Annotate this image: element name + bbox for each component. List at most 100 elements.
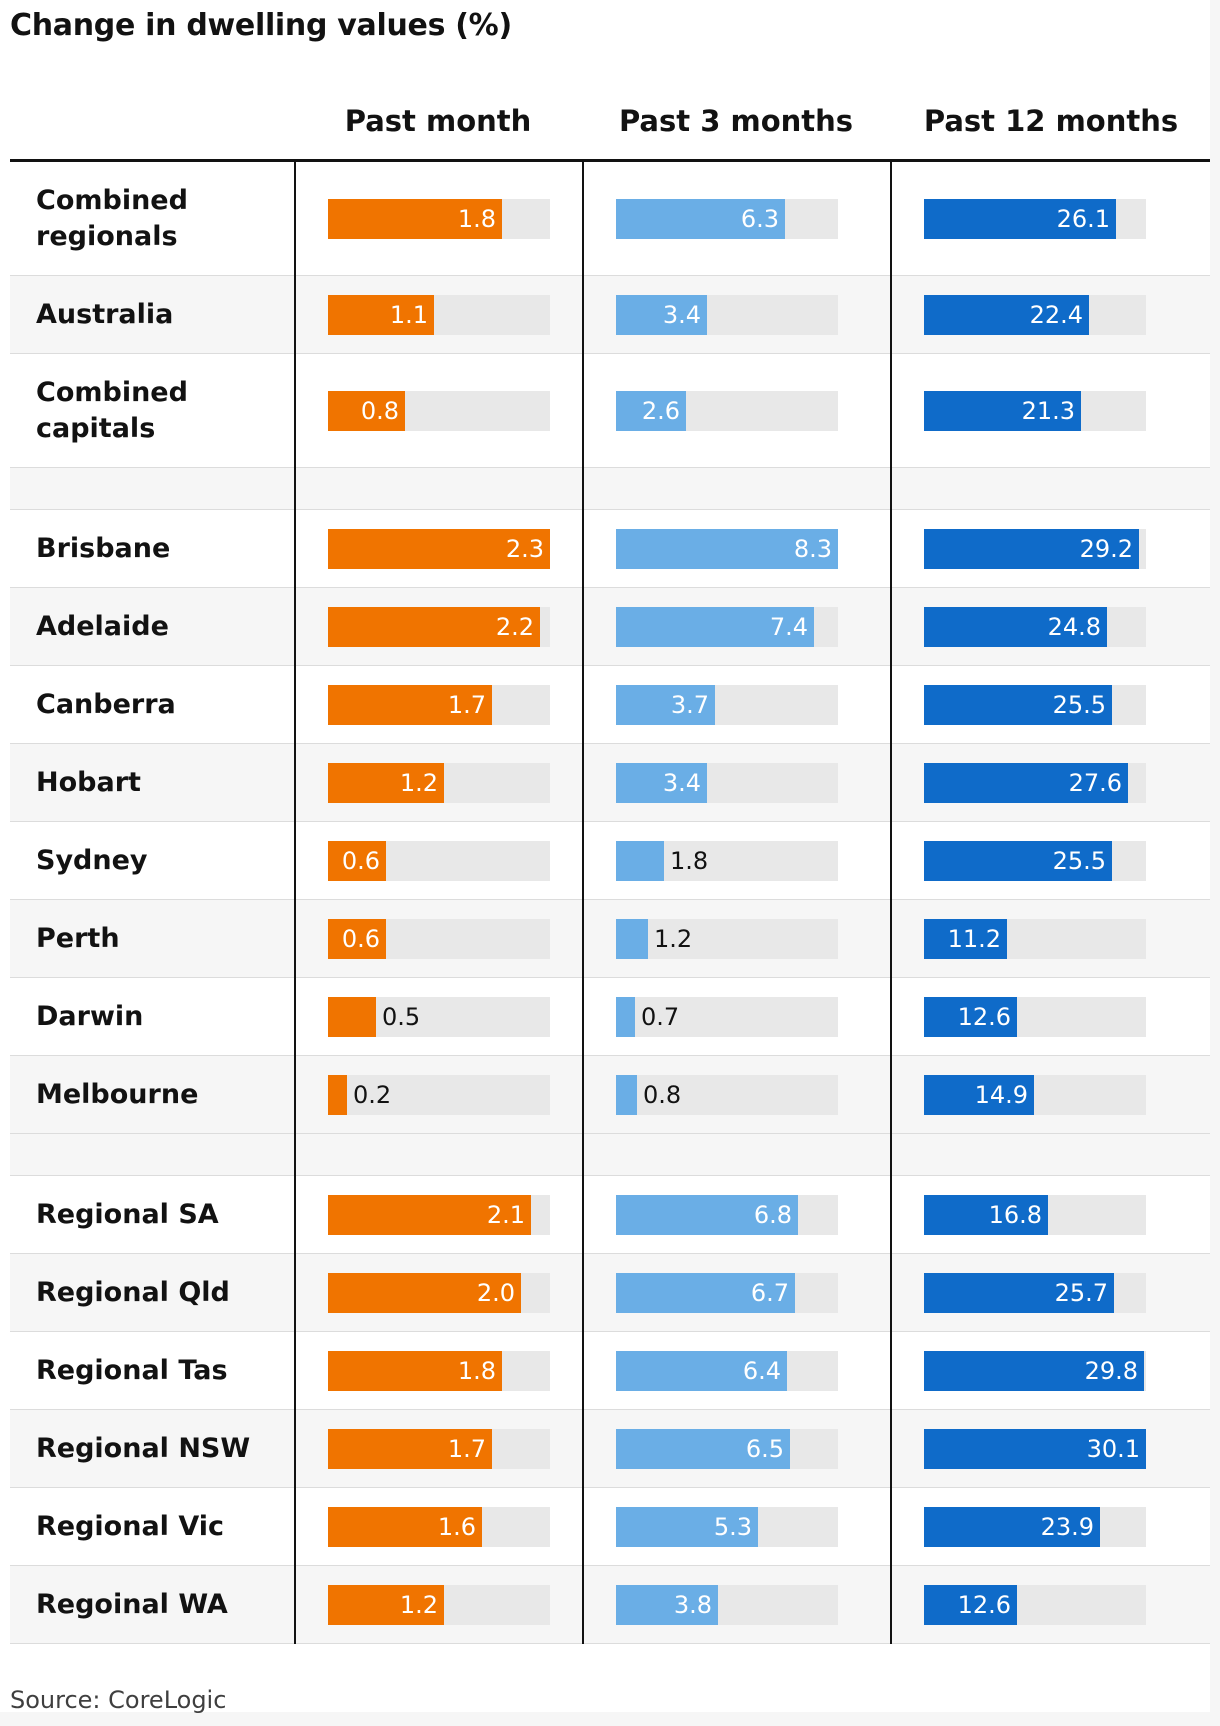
data-label: 1.2 bbox=[399, 1591, 438, 1619]
bar-track: 1.2 bbox=[328, 1585, 550, 1625]
bar-track: 2.6 bbox=[616, 391, 838, 431]
bar bbox=[924, 199, 1116, 239]
data-label: 1.7 bbox=[447, 1435, 486, 1463]
row-label: Regoinal WA bbox=[36, 1588, 228, 1620]
bar bbox=[924, 1273, 1114, 1313]
row-label: Hobart bbox=[36, 766, 141, 798]
bar bbox=[328, 529, 550, 569]
row-label: Perth bbox=[36, 922, 120, 954]
bar-track: 25.5 bbox=[924, 685, 1146, 725]
bar bbox=[616, 1351, 787, 1391]
bar-track: 25.5 bbox=[924, 841, 1146, 881]
table-row: Regional Qld 2.0 6.7 25.7 bbox=[10, 1254, 1210, 1332]
data-label: 1.8 bbox=[457, 205, 496, 233]
data-label: 1.2 bbox=[654, 925, 693, 953]
column-header-1: Past month bbox=[344, 104, 532, 138]
bar bbox=[924, 763, 1128, 803]
bar bbox=[328, 1195, 531, 1235]
bar-track: 6.3 bbox=[616, 199, 838, 239]
bar-track: 2.2 bbox=[328, 607, 550, 647]
bar bbox=[616, 529, 838, 569]
table-row: Regoinal WA 1.2 3.8 12.6 bbox=[10, 1566, 1210, 1644]
bar-track: 0.6 bbox=[328, 841, 550, 881]
bar bbox=[924, 607, 1107, 647]
data-label: 29.8 bbox=[1084, 1357, 1138, 1385]
bar bbox=[328, 1585, 444, 1625]
row-label: Regional SA bbox=[36, 1198, 219, 1230]
bar-track: 3.8 bbox=[616, 1585, 838, 1625]
data-label: 2.0 bbox=[476, 1279, 515, 1307]
column-divider bbox=[294, 162, 296, 1644]
table-row: Perth 0.6 1.2 11.2 bbox=[10, 900, 1210, 978]
data-label: 0.8 bbox=[360, 397, 399, 425]
bar-track: 12.6 bbox=[924, 997, 1146, 1037]
data-label: 6.3 bbox=[740, 205, 779, 233]
bar bbox=[328, 1429, 492, 1469]
bar bbox=[616, 841, 664, 881]
bar-track: 1.7 bbox=[328, 685, 550, 725]
bar-track: 0.8 bbox=[616, 1075, 838, 1115]
bar bbox=[616, 295, 707, 335]
data-label: 1.2 bbox=[399, 769, 438, 797]
header-rule bbox=[10, 159, 1210, 162]
source-note: Source: CoreLogic bbox=[10, 1686, 227, 1714]
group-spacer bbox=[10, 468, 1210, 510]
bar-track: 25.7 bbox=[924, 1273, 1146, 1313]
group-spacer bbox=[10, 1134, 1210, 1176]
data-label: 0.8 bbox=[643, 1081, 682, 1109]
bar-track: 23.9 bbox=[924, 1507, 1146, 1547]
bar bbox=[328, 685, 492, 725]
data-label: 3.4 bbox=[662, 301, 701, 329]
table-row: Combined capitals 0.8 2.6 21.3 bbox=[10, 354, 1210, 468]
data-label: 0.2 bbox=[353, 1081, 392, 1109]
row-label: Regional Qld bbox=[36, 1276, 230, 1308]
data-label: 1.1 bbox=[389, 301, 428, 329]
column-header-2: Past 3 months bbox=[618, 104, 854, 138]
bar-track: 30.1 bbox=[924, 1429, 1146, 1469]
bar-track: 12.6 bbox=[924, 1585, 1146, 1625]
bar bbox=[924, 841, 1112, 881]
data-label: 29.2 bbox=[1079, 535, 1133, 563]
bar bbox=[328, 763, 444, 803]
bar-track: 1.1 bbox=[328, 295, 550, 335]
bar-track: 3.7 bbox=[616, 685, 838, 725]
data-label: 11.2 bbox=[947, 925, 1001, 953]
bar-track: 1.8 bbox=[328, 199, 550, 239]
table-row: Brisbane 2.3 8.3 29.2 bbox=[10, 510, 1210, 588]
data-label: 26.1 bbox=[1056, 205, 1110, 233]
data-label: 27.6 bbox=[1068, 769, 1122, 797]
data-label: 2.6 bbox=[641, 397, 680, 425]
bar bbox=[924, 1585, 1017, 1625]
data-label: 1.7 bbox=[447, 691, 486, 719]
column-divider bbox=[582, 162, 584, 1644]
table-row: Canberra 1.7 3.7 25.5 bbox=[10, 666, 1210, 744]
chart-title: Change in dwelling values (%) bbox=[10, 8, 512, 43]
row-label: Combined capitals bbox=[36, 376, 188, 444]
data-label: 12.6 bbox=[957, 1591, 1011, 1619]
bar bbox=[924, 529, 1139, 569]
data-label: 24.8 bbox=[1047, 613, 1101, 641]
data-label: 23.9 bbox=[1040, 1513, 1094, 1541]
row-label: Canberra bbox=[36, 688, 176, 720]
bar-track: 1.7 bbox=[328, 1429, 550, 1469]
data-label: 6.7 bbox=[750, 1279, 789, 1307]
bar-track: 0.7 bbox=[616, 997, 838, 1037]
bar bbox=[616, 607, 814, 647]
data-label: 6.4 bbox=[742, 1357, 781, 1385]
table-row: Australia 1.1 3.4 22.4 bbox=[10, 276, 1210, 354]
data-label: 6.8 bbox=[753, 1201, 792, 1229]
bar-track: 1.6 bbox=[328, 1507, 550, 1547]
bar bbox=[924, 685, 1112, 725]
bar bbox=[328, 295, 434, 335]
bar-track: 6.4 bbox=[616, 1351, 838, 1391]
bar bbox=[616, 199, 785, 239]
data-label: 3.4 bbox=[662, 769, 701, 797]
data-label: 25.7 bbox=[1054, 1279, 1108, 1307]
data-label: 25.5 bbox=[1052, 691, 1106, 719]
row-label: Melbourne bbox=[36, 1078, 199, 1110]
row-label: Darwin bbox=[36, 1000, 144, 1032]
bar-track: 26.1 bbox=[924, 199, 1146, 239]
data-label: 3.7 bbox=[670, 691, 709, 719]
data-label: 0.6 bbox=[341, 925, 380, 953]
